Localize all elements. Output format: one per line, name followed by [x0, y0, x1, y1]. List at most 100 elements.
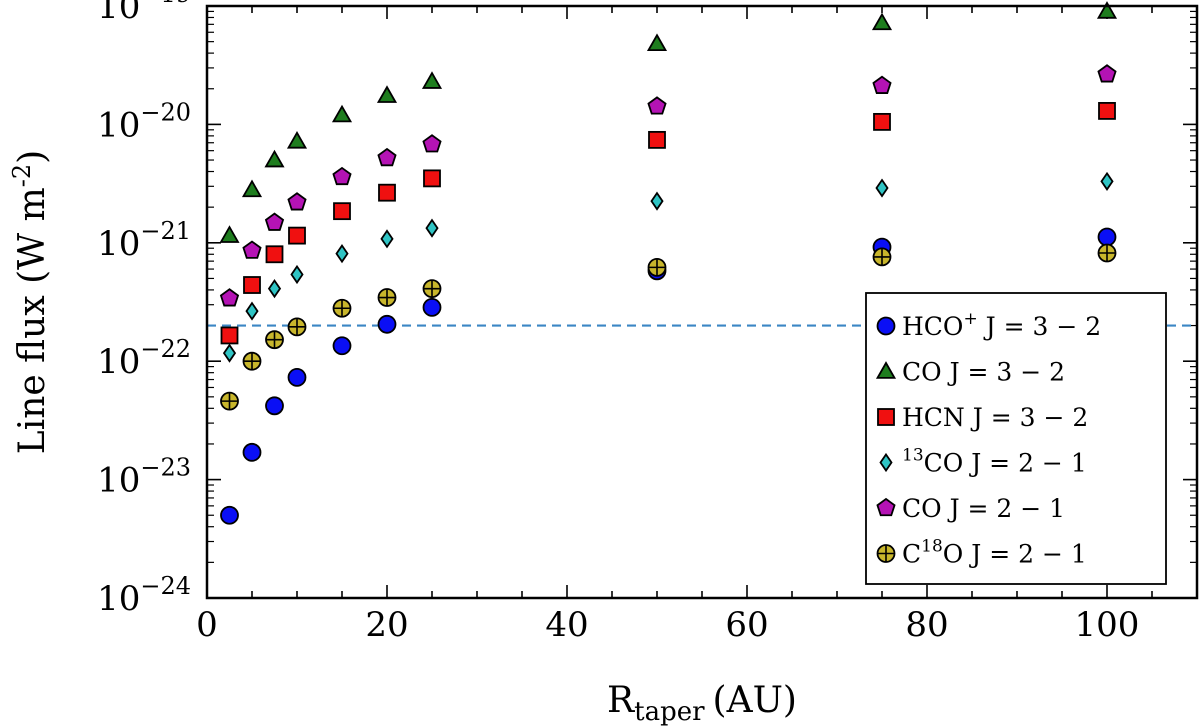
data-point-series-3 — [425, 218, 439, 238]
legend-label-post: O J = 2 − 1 — [943, 540, 1087, 569]
x-tick-label: 100 — [1075, 605, 1140, 645]
data-point-series-2 — [243, 276, 261, 294]
y-tick-label: 10−19 — [97, 0, 191, 27]
y-tick-exponent: −23 — [140, 454, 191, 482]
data-point-series-0 — [422, 297, 442, 317]
data-point-series-2 — [220, 326, 239, 345]
legend-entry: 13CO J = 2 − 1 — [879, 446, 1087, 478]
data-point-series-5 — [1097, 243, 1117, 263]
x-tick-label: 20 — [365, 605, 408, 645]
data-point-series-2 — [1098, 102, 1116, 120]
data-point-series-5 — [422, 279, 442, 299]
plot-frame — [205, 4, 1199, 600]
data-point-series-1 — [376, 85, 398, 103]
data-point-series-4 — [422, 134, 442, 153]
y-tick-base: 10 — [97, 105, 140, 145]
data-point-series-0 — [287, 367, 307, 387]
y-tick-label: 10−23 — [97, 454, 191, 501]
series-5 — [220, 243, 1117, 411]
x-axis-title-sub: taper — [634, 697, 705, 726]
data-point-series-5 — [287, 317, 307, 337]
legend-entry: HCO+ J = 3 − 2 — [876, 309, 1101, 341]
legend-marker — [879, 452, 893, 473]
data-point-series-1 — [264, 149, 285, 168]
data-point-series-4 — [242, 240, 262, 259]
y-tick-exponent: −19 — [140, 0, 191, 8]
legend-label-pre: HCO — [902, 312, 963, 341]
legend-label-pre: HCN — [902, 403, 965, 432]
data-point-series-5 — [647, 257, 667, 277]
y-tick-base: 10 — [97, 224, 140, 264]
legend-label: CO J = 3 − 2 — [902, 358, 1065, 387]
data-point-series-2 — [378, 183, 396, 202]
x-axis-title-units: (AU) — [713, 680, 797, 721]
data-point-series-4 — [377, 147, 397, 167]
legend-label-pre: CO — [902, 494, 942, 523]
data-point-series-4 — [264, 212, 285, 231]
data-point-series-2 — [873, 112, 891, 131]
y-axis-title-main: Line flux (W m — [12, 187, 53, 454]
legend-label-pre: C — [902, 540, 921, 569]
data-point-series-1 — [646, 33, 668, 52]
data-point-series-3 — [267, 279, 282, 299]
x-axis-title-main: R — [607, 680, 635, 721]
legend-marker — [875, 361, 897, 379]
legend-entry: CO J = 3 − 2 — [875, 358, 1065, 387]
y-tick-base: 10 — [97, 461, 140, 501]
legend-box — [865, 292, 1167, 585]
data-point-series-1 — [871, 12, 893, 31]
legend-entry: C18O J = 2 − 1 — [876, 537, 1087, 569]
data-point-series-4 — [647, 96, 667, 115]
legend-label: C18O J = 2 − 1 — [902, 537, 1087, 569]
x-axis-title: Rtaper (AU) — [607, 680, 797, 726]
data-point-series-3 — [335, 244, 349, 264]
data-point-series-4 — [219, 288, 240, 307]
data-point-series-3 — [222, 343, 237, 363]
data-point-series-1 — [421, 71, 443, 89]
y-axis-title-close: ) — [12, 150, 53, 164]
y-tick-exponent: −24 — [140, 572, 191, 600]
data-point-series-2 — [333, 202, 351, 221]
legend-marker — [876, 497, 896, 517]
data-point-series-0 — [1097, 227, 1117, 247]
x-tick-label: 0 — [196, 605, 218, 645]
legend-label-sup: + — [963, 309, 977, 329]
data-point-series-4 — [287, 192, 307, 211]
y-tick-exponent: −20 — [140, 98, 191, 126]
series-3 — [222, 171, 1114, 363]
data-point-series-3 — [290, 264, 304, 285]
series-1 — [219, 1, 1118, 243]
legend-label-post: J = 2 − 1 — [942, 494, 1065, 523]
data-point-series-1 — [286, 130, 308, 149]
legend-label-post: J = 3 − 2 — [978, 312, 1101, 341]
data-point-series-2 — [423, 169, 441, 188]
y-axis-title: Line flux (W m-2) — [8, 150, 53, 454]
legend-entry: CO J = 2 − 1 — [876, 494, 1065, 523]
y-tick-label: 10−22 — [97, 335, 191, 382]
legend-label-post: J = 3 − 2 — [965, 403, 1088, 432]
legend-label: CO J = 2 − 1 — [902, 494, 1065, 523]
tick-labels-layer: 02040608010010−2410−2310−2210−2110−2010−… — [97, 0, 1139, 645]
x-tick-label: 40 — [545, 605, 588, 645]
legend-entry: HCN J = 3 − 2 — [877, 403, 1088, 432]
data-point-series-4 — [1097, 64, 1117, 83]
data-point-series-3 — [380, 229, 394, 249]
data-point-series-1 — [241, 179, 263, 198]
series-4 — [219, 64, 1117, 307]
y-tick-base: 10 — [97, 579, 140, 619]
data-point-series-5 — [220, 391, 239, 411]
legend-marker — [876, 316, 896, 336]
legend-label-post: J = 3 − 2 — [942, 358, 1065, 387]
series-2 — [220, 102, 1116, 345]
points-layer — [219, 1, 1118, 525]
legend-marker — [876, 544, 896, 563]
data-point-series-0 — [332, 336, 352, 356]
y-tick-label: 10−20 — [97, 98, 191, 145]
data-point-series-2 — [648, 130, 666, 149]
data-point-series-5 — [265, 330, 284, 350]
data-point-series-1 — [1096, 1, 1118, 19]
legend-label: HCN J = 3 − 2 — [902, 403, 1088, 432]
data-point-series-0 — [220, 505, 239, 525]
